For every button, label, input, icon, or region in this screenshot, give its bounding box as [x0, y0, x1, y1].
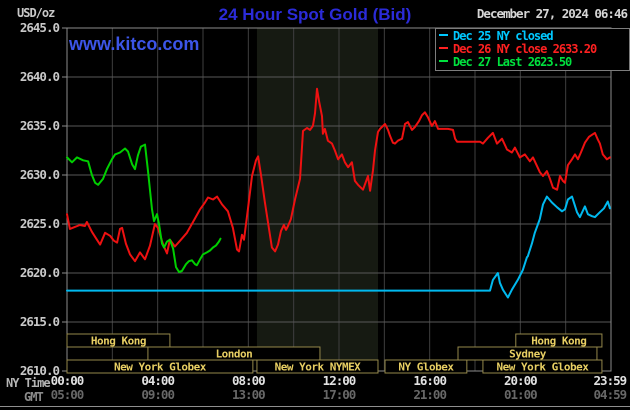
session-label: Sydney [509, 348, 547, 361]
x-tick-gmt-label: 05:00 [51, 387, 84, 402]
y-tick-label: 2630.0 [20, 167, 60, 182]
y-tick-label: 2620.0 [20, 265, 60, 280]
y-tick-label: 2635.0 [20, 118, 60, 133]
x-tick-ny-label: 04:00 [141, 373, 174, 388]
x-tick-ny-label: 12:00 [323, 373, 356, 388]
x-tick-ny-label: 20:00 [504, 373, 537, 388]
kitco-watermark-link[interactable]: www.kitco.com [69, 34, 200, 54]
dec27-line-swatch-icon [439, 60, 448, 62]
y-tick-label: 2625.0 [20, 216, 60, 231]
legend-label-dec25: Dec 25 NY closed [453, 29, 554, 43]
session-label: New York Globex [114, 361, 207, 374]
x-tick-ny-label: 16:00 [413, 373, 446, 388]
session-label: New York Globex [497, 361, 590, 374]
legend-item-dec27: Dec 27 Last 2623.50 [436, 56, 629, 69]
x-tick-ny-label: 08:00 [232, 373, 265, 388]
dec26-line-swatch-icon [439, 47, 448, 49]
series-line-2 [66, 143, 222, 273]
y-axis-units-label: USD/oz [17, 6, 55, 20]
session-box [256, 359, 379, 374]
dec25-line-swatch-icon [439, 34, 448, 36]
x-tick-ny-label: 23:59 [594, 373, 627, 388]
bottom-divider [0, 406, 630, 407]
session-box [66, 359, 254, 374]
legend-label-dec26: Dec 26 NY close 2633.20 [453, 42, 597, 56]
session-box [482, 359, 603, 374]
session-box [66, 333, 171, 348]
y-tick-label: 2610.0 [20, 363, 60, 378]
y-tick-label: 2615.0 [20, 314, 60, 329]
legend-item-dec25: Dec 25 NY closed [436, 30, 629, 43]
legend-item-dec26: Dec 26 NY close 2633.20 [436, 43, 629, 56]
x-tick-ny-label: 00:00 [51, 373, 84, 388]
nymex-session-band [256, 28, 378, 371]
x-tick-gmt-label: 04:59 [594, 387, 627, 402]
timestamp-label: December 27, 2024 06:46 [476, 6, 628, 21]
x-tick-gmt-label: 09:00 [141, 387, 174, 402]
y-tick-label: 2645.0 [20, 20, 60, 35]
y-tick-label: 2640.0 [20, 69, 60, 84]
x-axis-gmt-label: GMT [24, 390, 44, 404]
session-label: Hong Kong [91, 335, 146, 348]
session-box [384, 359, 468, 374]
x-tick-gmt-label: 17:00 [323, 387, 356, 402]
series-line-1 [66, 87, 611, 263]
page-title: 24 Hour Spot Gold (Bid) [218, 5, 412, 24]
legend: Dec 25 NY closed Dec 26 NY close 2633.20… [435, 28, 630, 71]
x-tick-gmt-label: 13:00 [232, 387, 265, 402]
x-axis-ny-time-label: NY Time [6, 376, 51, 390]
x-tick-gmt-label: 21:00 [413, 387, 446, 402]
legend-label-dec27: Dec 27 Last 2623.50 [453, 55, 572, 69]
x-tick-gmt-label: 01:00 [504, 387, 537, 402]
session-label: London [216, 348, 253, 361]
session-label: Hong Kong [531, 335, 586, 348]
session-label: New York NYMEX [275, 361, 362, 374]
session-label: NY Globex [398, 361, 454, 374]
series-line-0 [66, 195, 611, 299]
